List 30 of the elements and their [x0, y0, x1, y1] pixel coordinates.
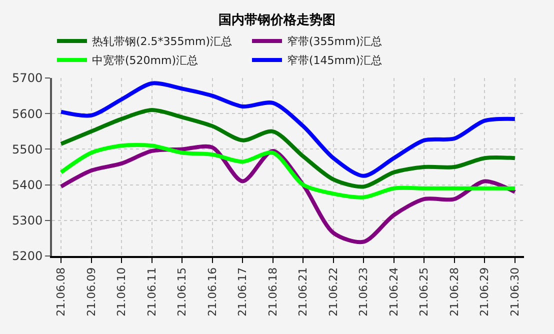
x-tick-label: 21.06.10: [115, 267, 128, 316]
legend-label: 热轧带钢(2.5*355mm)汇总: [92, 35, 232, 48]
legend-label: 中宽带(520mm)汇总: [92, 54, 198, 68]
x-tick-label: 21.06.08: [54, 267, 68, 316]
x-tick-label: 21.06.09: [84, 267, 98, 316]
x-tick-label: 21.06.21: [296, 267, 310, 316]
x-tick-label: 21.06.23: [357, 267, 370, 316]
legend-label: 窄带(355mm)汇总: [287, 35, 382, 48]
x-tick-label: 21.06.29: [478, 267, 492, 316]
legend-label: 窄带(145mm)汇总: [287, 54, 382, 68]
y-tick-label: 5600: [12, 106, 43, 121]
y-tick-label: 5700: [12, 71, 43, 86]
x-tick-label: 21.06.28: [448, 267, 461, 316]
x-tick-label: 21.06.24: [387, 267, 400, 316]
y-tick-label: 5200: [12, 249, 43, 264]
x-tick-label: 21.06.30: [508, 267, 522, 316]
y-tick-label: 5300: [12, 214, 43, 228]
chart-title: 国内带钢价格走势图: [218, 12, 336, 28]
line-series: [59, 81, 517, 178]
x-tick-label: 21.06.18: [266, 267, 280, 316]
y-tick-label: 5500: [12, 142, 43, 156]
line-series: [59, 142, 517, 200]
x-tick-label: 21.06.22: [326, 267, 340, 316]
x-tick-label: 21.06.15: [176, 267, 189, 316]
x-tick-label: 21.06.16: [206, 267, 219, 316]
x-tick-label: 21.06.11: [145, 267, 158, 316]
y-tick-label: 5400: [12, 178, 43, 192]
x-tick-label: 21.06.25: [418, 267, 431, 316]
line-series: [59, 108, 517, 189]
x-tick-label: 21.06.17: [236, 267, 250, 316]
